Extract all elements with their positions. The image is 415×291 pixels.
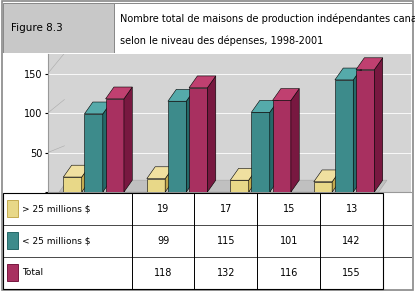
Bar xyxy=(335,80,353,192)
Polygon shape xyxy=(314,170,340,182)
Bar xyxy=(168,101,186,192)
Polygon shape xyxy=(124,87,132,192)
Polygon shape xyxy=(356,58,383,70)
Text: Nombre total de maisons de production indépendantes canadiennes: Nombre total de maisons de production in… xyxy=(120,14,415,24)
Bar xyxy=(251,112,270,192)
Bar xyxy=(85,114,103,192)
Text: 17: 17 xyxy=(220,204,232,214)
Polygon shape xyxy=(82,165,90,192)
Bar xyxy=(114,3,412,53)
Text: selon le niveau des dépenses, 1998-2001: selon le niveau des dépenses, 1998-2001 xyxy=(120,35,323,46)
Polygon shape xyxy=(63,165,90,177)
Text: < 25 millions $: < 25 millions $ xyxy=(22,236,90,245)
Text: > 25 millions $: > 25 millions $ xyxy=(22,204,90,213)
Polygon shape xyxy=(249,168,257,192)
Bar xyxy=(7,232,18,249)
Bar xyxy=(7,264,18,281)
Text: 13: 13 xyxy=(346,204,358,214)
Polygon shape xyxy=(59,180,387,192)
Text: 155: 155 xyxy=(342,268,361,278)
Polygon shape xyxy=(332,170,340,192)
Bar xyxy=(7,200,18,217)
Polygon shape xyxy=(291,88,299,192)
Polygon shape xyxy=(147,167,173,179)
Text: Figure 8.3: Figure 8.3 xyxy=(12,23,63,33)
Text: Total: Total xyxy=(22,268,43,277)
Bar xyxy=(273,100,291,192)
Text: 115: 115 xyxy=(217,236,235,246)
Polygon shape xyxy=(189,76,216,88)
Polygon shape xyxy=(105,87,132,99)
Polygon shape xyxy=(251,100,278,112)
Text: 132: 132 xyxy=(217,268,235,278)
Polygon shape xyxy=(353,68,361,192)
Text: 118: 118 xyxy=(154,268,172,278)
Bar xyxy=(3,3,114,53)
Polygon shape xyxy=(273,88,299,100)
Text: 15: 15 xyxy=(283,204,295,214)
Text: 101: 101 xyxy=(280,236,298,246)
Bar xyxy=(314,182,332,192)
Bar xyxy=(63,177,82,192)
Text: 19: 19 xyxy=(157,204,169,214)
Polygon shape xyxy=(270,100,278,192)
Polygon shape xyxy=(168,89,195,101)
Bar xyxy=(230,180,249,192)
Text: 116: 116 xyxy=(280,268,298,278)
Polygon shape xyxy=(85,102,111,114)
Bar xyxy=(356,70,374,192)
Bar xyxy=(189,88,208,192)
Text: 142: 142 xyxy=(342,236,361,246)
Polygon shape xyxy=(208,76,216,192)
Polygon shape xyxy=(103,102,111,192)
Polygon shape xyxy=(230,168,257,180)
Polygon shape xyxy=(335,68,361,80)
Polygon shape xyxy=(186,89,195,192)
Text: 99: 99 xyxy=(157,236,169,246)
Bar xyxy=(147,179,165,192)
Bar xyxy=(105,99,124,192)
Polygon shape xyxy=(374,58,383,192)
Polygon shape xyxy=(165,167,173,192)
